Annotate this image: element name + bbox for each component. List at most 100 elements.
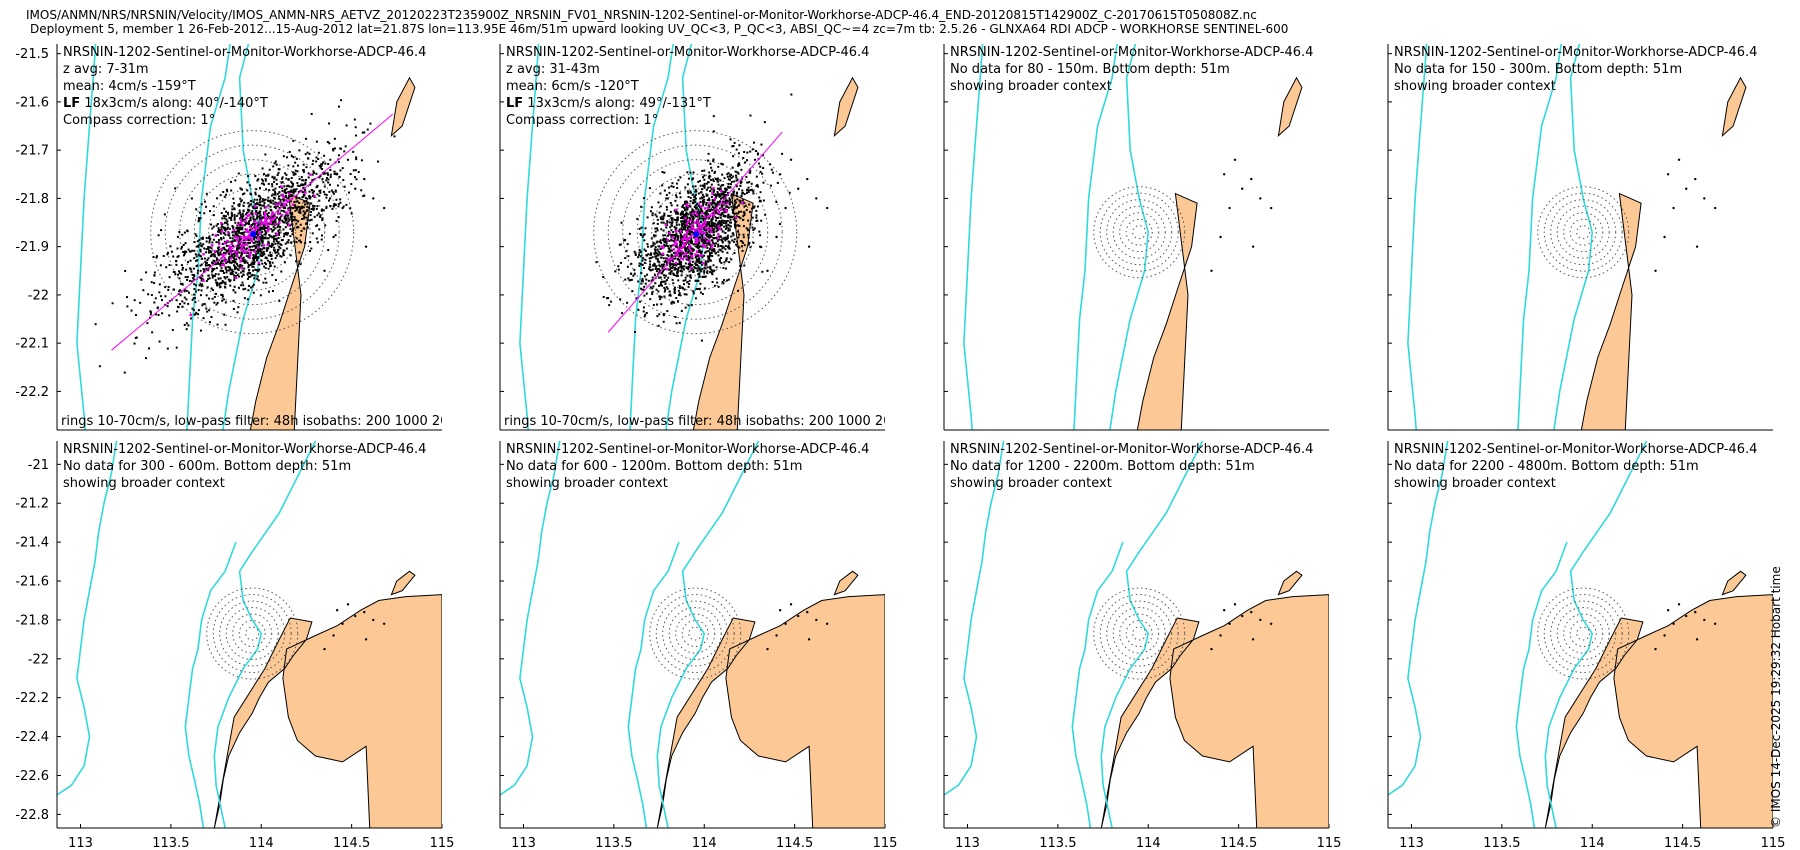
islet-0 [1666,608,1670,612]
scatter-point [183,323,186,326]
scatter-point [655,215,658,218]
scatter-point [210,316,213,319]
islet-3 [784,622,787,626]
scatter-point [705,233,708,236]
scatter-point [696,222,699,225]
scatter-point [208,249,211,252]
scatter-point [301,179,304,182]
scatter-point [671,233,674,236]
scatter-point [232,299,235,302]
scatter-point [715,225,718,228]
scatter-point [620,221,623,224]
scatter-point [688,204,691,207]
scatter-point [627,277,630,280]
scatter-point [211,297,214,300]
scatter-point [208,241,211,244]
isobath-line-0 [186,44,231,430]
scatter-point [735,185,738,188]
scatter-point [228,258,231,261]
scatter-point [666,220,669,223]
scatter-point [763,121,766,124]
scatter-point [207,248,210,251]
scatter-point [727,246,730,249]
scatter-point [306,219,309,222]
scatter-point [230,180,233,183]
scatter-point [687,304,690,307]
lowpass-point [239,248,243,251]
scatter-point [311,204,314,207]
lowpass-point [245,238,248,241]
scatter-point [282,155,285,158]
scatter-point [675,297,678,300]
scatter-point [363,131,366,134]
range-ring-2 [1569,620,1597,648]
scatter-point [644,227,647,230]
lowpass-point [264,206,268,209]
scatter-point [720,224,723,227]
scatter-point [675,322,678,325]
scatter-point [292,139,295,142]
scatter-point [280,209,283,212]
scatter-point [710,268,713,271]
scatter-point [755,209,758,212]
scatter-point [240,253,243,256]
scatter-point [261,248,264,251]
scatter-point [277,241,280,244]
scatter-point [697,236,700,239]
scatter-point [258,217,261,220]
scatter-point [704,264,707,267]
lowpass-point [267,227,270,230]
scatter-point [727,244,730,247]
scatter-point [652,242,655,245]
scatter-point [257,228,260,231]
scatter-point [339,201,342,204]
scatter-point [727,186,730,189]
scatter-point [264,256,267,259]
scatter-point [639,233,642,236]
scatter-point [321,217,324,220]
scatter-point [701,263,704,266]
lowpass-point [242,243,246,247]
scatter-point [208,246,211,249]
scatter-point [230,255,233,258]
scatter-point [683,213,686,216]
scatter-point [727,278,730,281]
scatter-point [282,254,285,257]
scatter-point [698,275,701,278]
scatter-point [651,287,654,290]
scatter-point [676,274,679,277]
scatter-point [247,264,250,267]
scatter-point [723,195,726,198]
scatter-point [268,189,271,192]
lowpass-point [668,231,671,235]
scatter-point [175,263,178,266]
scatter-point [665,197,668,200]
isobath-line-2 [76,44,97,430]
scatter-point [661,280,664,283]
scatter-point [718,260,721,263]
scatter-point [697,265,700,268]
scatter-point [684,224,687,227]
scatter-point [219,285,222,288]
scatter-point [712,158,715,161]
scatter-point [239,187,242,190]
scatter-point [236,264,239,267]
scatter-point [679,232,682,235]
scatter-point [754,149,757,152]
y-tick-label: -21.6 [15,95,49,110]
islet-4 [363,177,366,181]
scatter-point [768,163,771,166]
scatter-point [692,210,695,213]
scatter-point [252,249,255,252]
islet-7 [807,245,811,248]
scatter-point [673,237,676,240]
scatter-point [708,230,711,233]
scatter-point [215,267,218,270]
panel-annotation-line-2: showing broader context [1394,79,1556,94]
scatter-point [190,197,193,200]
scatter-point [753,205,756,208]
scatter-point [123,371,126,374]
scatter-point [262,216,265,219]
scatter-point [670,253,673,256]
